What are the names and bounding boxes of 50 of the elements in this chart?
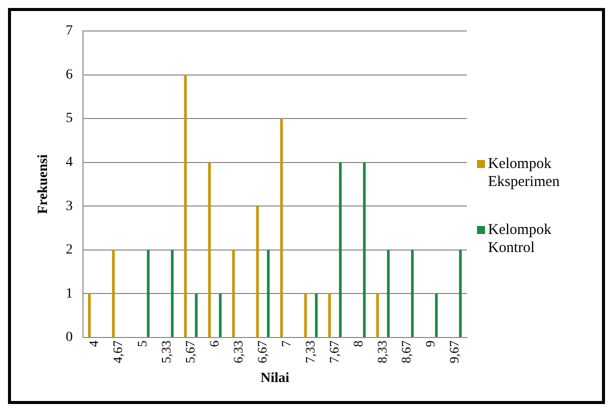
bar (146, 250, 150, 337)
bar (218, 294, 222, 337)
bar (194, 294, 198, 337)
bar (232, 250, 235, 337)
x-tick-label: 8,67 (398, 340, 414, 364)
legend-label: Kelompok Eksperimen (488, 155, 561, 191)
x-tick-label: 9,67 (446, 340, 462, 364)
x-tick-label: 5 (134, 340, 150, 347)
bar (256, 206, 259, 337)
x-tick-label: 6 (206, 340, 222, 347)
x-tick-label: 5,33 (158, 340, 174, 364)
x-tick-label: 6,33 (230, 340, 246, 364)
bar (387, 250, 390, 337)
bar (184, 74, 187, 337)
y-tick-label: 4 (66, 155, 73, 170)
bar (328, 294, 331, 337)
bar (411, 250, 414, 337)
x-tick-label: 7,33 (302, 340, 318, 364)
bar (266, 250, 270, 337)
y-tick-label: 2 (66, 242, 73, 258)
bar (208, 162, 211, 337)
x-tick-label: 5,67 (182, 340, 198, 364)
bar (376, 294, 379, 337)
x-tick-label: 7,67 (326, 340, 342, 364)
x-tick-label: 7 (278, 340, 294, 347)
y-tick-label: 6 (66, 67, 73, 82)
bar (362, 162, 366, 337)
y-tick-label: 0 (66, 330, 73, 346)
x-tick-label: 8,33 (374, 340, 390, 364)
legend-label: Kelompok Kontrol (488, 221, 552, 257)
bar (314, 294, 318, 337)
bar (338, 162, 342, 337)
x-tick-label: 4,67 (110, 340, 126, 364)
bar (280, 118, 283, 337)
bar (459, 250, 462, 337)
y-tick-label: 3 (66, 198, 73, 214)
x-tick-label: 9 (422, 340, 438, 347)
y-tick-label: 7 (66, 24, 73, 39)
y-tick-label: 1 (66, 286, 73, 302)
bar (88, 294, 91, 337)
bar (304, 294, 307, 337)
x-axis-title: Nilai (260, 371, 290, 386)
bar (170, 250, 174, 337)
y-tick-label: 5 (66, 111, 73, 126)
x-tick-label: 8 (350, 340, 366, 347)
bar (112, 250, 115, 337)
x-tick-label: 4 (86, 340, 102, 347)
y-axis-title: Frekuensi (36, 154, 52, 214)
x-tick-label: 6,67 (254, 340, 270, 364)
bar (435, 294, 438, 337)
